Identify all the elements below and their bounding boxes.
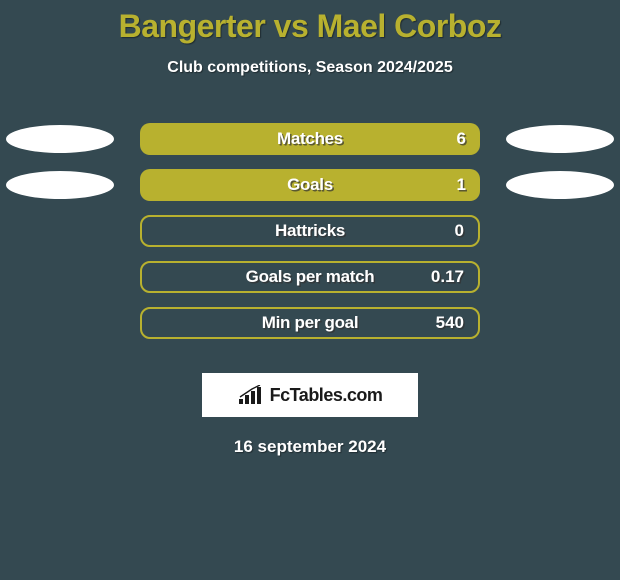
player1-oval	[6, 171, 114, 199]
stat-label: Goals per match	[142, 267, 478, 287]
stat-label: Min per goal	[142, 313, 478, 333]
player2-oval	[506, 171, 614, 199]
date-text: 16 september 2024	[0, 437, 620, 457]
stat-bar-goals: Goals 1	[140, 169, 480, 201]
logo-text: FcTables.com	[270, 385, 383, 406]
stat-bar-hattricks: Hattricks 0	[140, 215, 480, 247]
stat-label: Matches	[140, 129, 480, 149]
stat-row: Goals per match 0.17	[0, 261, 620, 307]
player2-oval	[506, 125, 614, 153]
player1-oval	[6, 125, 114, 153]
stat-value: 1	[457, 175, 466, 195]
page-title: Bangerter vs Mael Corboz	[0, 0, 620, 45]
stat-value: 0.17	[431, 267, 464, 287]
stat-value: 6	[457, 129, 466, 149]
logo-box: FcTables.com	[202, 373, 418, 417]
stat-row: Matches 6	[0, 123, 620, 169]
stat-bar-matches: Matches 6	[140, 123, 480, 155]
stat-row: Goals 1	[0, 169, 620, 215]
stat-label: Goals	[140, 175, 480, 195]
stat-value: 0	[455, 221, 464, 241]
stat-row: Hattricks 0	[0, 215, 620, 261]
stat-label: Hattricks	[142, 221, 478, 241]
stats-container: Matches 6 Goals 1 Hattricks 0 Goals per …	[0, 123, 620, 353]
subtitle: Club competitions, Season 2024/2025	[0, 59, 620, 77]
stat-bar-goals-per-match: Goals per match 0.17	[140, 261, 480, 293]
stat-value: 540	[436, 313, 464, 333]
stat-row: Min per goal 540	[0, 307, 620, 353]
chart-icon	[238, 385, 264, 405]
stat-bar-min-per-goal: Min per goal 540	[140, 307, 480, 339]
